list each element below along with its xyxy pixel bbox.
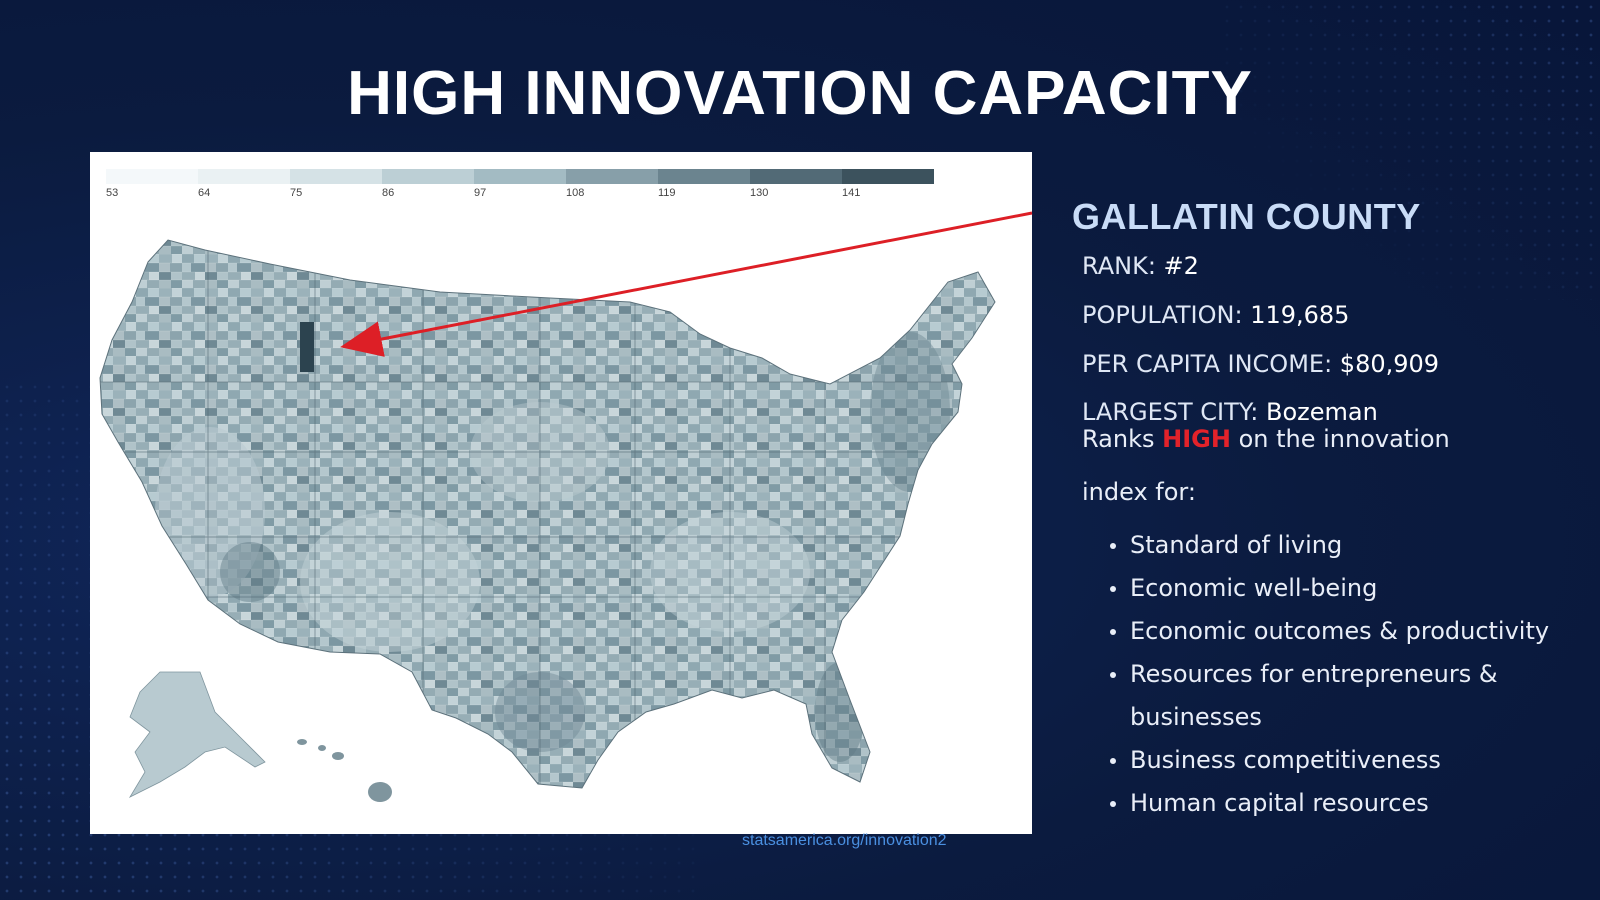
ranks-suffix: on the innovation xyxy=(1238,425,1450,454)
legend-tick-label: 97 xyxy=(474,187,487,199)
list-item: Standard of living xyxy=(1110,524,1572,567)
us-county-map xyxy=(99,239,996,802)
legend-tick-label: 119 xyxy=(658,187,676,199)
rank-value: #2 xyxy=(1163,252,1199,280)
city-value: Bozeman xyxy=(1266,398,1378,427)
list-item: Human capital resources xyxy=(1110,782,1572,825)
population-stat: POPULATION: 119,685 xyxy=(1082,301,1572,330)
hawaii xyxy=(297,739,392,802)
alaska xyxy=(128,671,266,798)
choropleth-map-panel: 53 64 75 86 97 108 119 130 141 xyxy=(90,152,1032,834)
legend-tick-label: 64 xyxy=(198,187,211,199)
slide-title: HIGH INNOVATION CAPACITY xyxy=(347,59,1253,128)
legend-swatch xyxy=(290,169,382,184)
legend-swatch xyxy=(382,169,474,184)
county-name: GALLATIN COUNTY xyxy=(1072,196,1421,237)
legend-swatch xyxy=(566,169,658,184)
income-stat: PER CAPITA INCOME: $80,909 xyxy=(1082,350,1572,379)
rank-stat: RANK: #2 xyxy=(1082,252,1572,281)
legend-swatch xyxy=(750,169,842,184)
list-item: Resources for entrepreneurs & businesses xyxy=(1110,653,1572,739)
population-label: POPULATION: xyxy=(1082,300,1243,329)
source-link[interactable]: statsamerica.org/innovation2 xyxy=(742,832,947,849)
list-item: Business competitiveness xyxy=(1110,739,1572,782)
legend-tick-labels: 53 64 75 86 97 108 119 130 141 xyxy=(106,187,934,201)
county-info-panel: GALLATIN COUNTY RANK: #2 POPULATION: 119… xyxy=(1072,196,1572,825)
contiguous-us-counties xyxy=(100,240,995,788)
legend-tick-label: 86 xyxy=(382,187,395,199)
population-value: 119,685 xyxy=(1250,300,1350,329)
legend-color-scale xyxy=(106,169,934,184)
gallatin-county-marker xyxy=(300,322,314,372)
legend-tick-label: 108 xyxy=(566,187,585,199)
ranks-prefix: Ranks xyxy=(1082,425,1155,454)
legend-tick-label: 130 xyxy=(750,187,769,199)
largest-city-stat: LARGEST CITY: Bozeman xyxy=(1082,398,1572,427)
income-label: PER CAPITA INCOME: xyxy=(1082,349,1333,378)
legend-swatch xyxy=(842,169,934,184)
list-item: Economic well-being xyxy=(1110,567,1572,610)
legend-swatch xyxy=(474,169,566,184)
legend-tick-label: 75 xyxy=(290,187,303,199)
ranks-high-line: Ranks HIGH on the innovation xyxy=(1082,427,1572,452)
index-for-label: index for: xyxy=(1082,478,1196,507)
map-legend: 53 64 75 86 97 108 119 130 141 xyxy=(106,169,934,201)
income-value: $80,909 xyxy=(1339,349,1440,378)
legend-swatch xyxy=(198,169,290,184)
legend-tick-label: 141 xyxy=(842,187,861,199)
decorative-dot-pattern xyxy=(1220,0,1600,300)
list-item: Economic outcomes & productivity xyxy=(1110,610,1572,653)
innovation-index-list: Standard of living Economic well-being E… xyxy=(1072,524,1572,825)
legend-swatch xyxy=(658,169,750,184)
legend-tick-label: 53 xyxy=(106,187,119,199)
city-label: LARGEST CITY: xyxy=(1082,398,1259,427)
ranks-highlight: HIGH xyxy=(1162,425,1231,454)
legend-swatch xyxy=(106,169,198,184)
us-outline xyxy=(99,239,996,789)
rank-label: RANK: xyxy=(1082,252,1156,280)
